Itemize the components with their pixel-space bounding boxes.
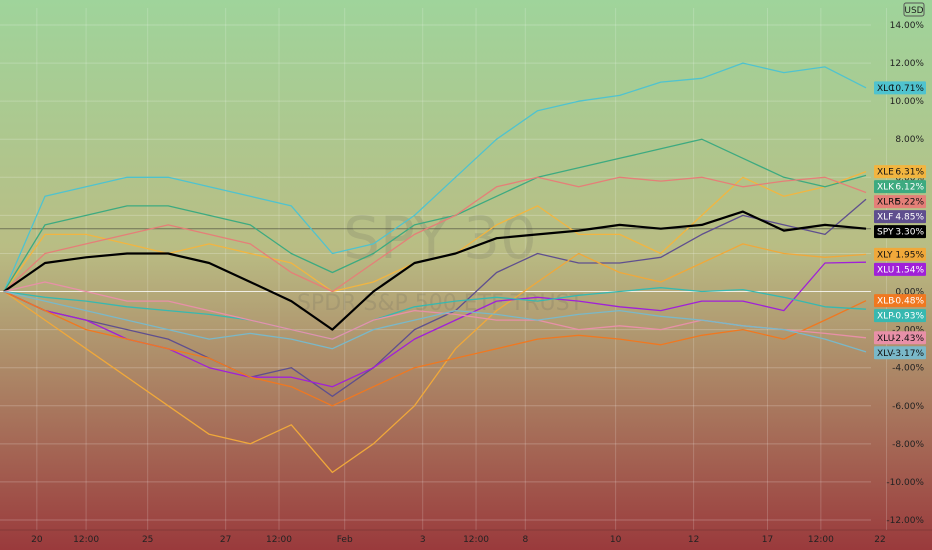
- series-tag-xlk-2[interactable]: XLK 6.12%: [874, 180, 926, 194]
- series-tag-value: 1.54%: [895, 265, 924, 275]
- series-tag-value: 3.30%: [895, 228, 924, 238]
- x-tick-label: 3: [420, 535, 426, 545]
- series-line-xlf-4: [3, 198, 867, 397]
- series-tag-xlf-4[interactable]: XLF 4.85%: [874, 210, 926, 224]
- y-tick-label: -6.00%: [892, 402, 924, 412]
- x-axis[interactable]: 20 12:00 25 27 12:00 Feb 3 12:00 8 10 12 17 12:00 22: [31, 535, 886, 545]
- y-tick-label: 12.00%: [890, 59, 925, 69]
- series-tag-background: [874, 247, 926, 261]
- series-tag-spy-5[interactable]: SPY 3.30%: [874, 225, 926, 239]
- series-tag-value: -0.48%: [892, 297, 924, 307]
- y-tick-label: -4.00%: [892, 364, 924, 374]
- series-tag-background: [874, 195, 926, 209]
- series-tag-background: [874, 210, 926, 224]
- y-tick-label: 14.00%: [890, 21, 925, 31]
- series-tag-value: 4.85%: [895, 213, 924, 223]
- series-tag-value: 6.31%: [895, 168, 924, 178]
- x-tick-label: 20: [31, 535, 43, 545]
- x-tick-label: 12: [688, 535, 699, 545]
- y-tick-label: -8.00%: [892, 440, 924, 450]
- series-line-spy-5: [3, 210, 867, 331]
- series-tag-value: 1.95%: [895, 250, 924, 260]
- series-tag-value: -2.43%: [892, 334, 924, 344]
- series-tag-background: [874, 81, 926, 95]
- x-tick-label: 10: [610, 535, 622, 545]
- series-tag-background: [874, 309, 926, 323]
- x-tick-label: 8: [522, 535, 528, 545]
- x-tick-label: 22: [874, 535, 885, 545]
- x-tick-label: 12:00: [808, 535, 834, 545]
- series-line-xlv-11: [3, 290, 867, 353]
- y-tick-label: -2.00%: [892, 326, 924, 336]
- series-tag-name: XLV: [877, 349, 894, 359]
- series-line-xlre-3: [3, 176, 867, 293]
- x-tick-label: 12:00: [463, 535, 489, 545]
- x-tick-label: 12:00: [266, 535, 292, 545]
- series-tag-name: XLP: [877, 312, 894, 322]
- series-tag-background: [874, 180, 926, 194]
- x-tick-label: 17: [762, 535, 773, 545]
- series-tag-name: SPY: [877, 228, 894, 238]
- series-lines: [3, 62, 867, 474]
- series-tag-background: [874, 346, 926, 360]
- series-tag-background: [874, 294, 926, 308]
- series-tag-name: XLE: [877, 168, 894, 178]
- series-line-xlc-0: [3, 62, 867, 292]
- series-tag-value: 5.22%: [895, 198, 924, 208]
- series-line-xlb-8: [3, 290, 867, 407]
- y-tick-label: -10.00%: [886, 478, 924, 488]
- series-tag-background: [874, 262, 926, 276]
- grid: [0, 8, 888, 530]
- series-tag-value: 6.12%: [895, 183, 924, 193]
- y-tick-label: 6.00%: [895, 173, 924, 183]
- x-tick-label: 12:00: [73, 535, 99, 545]
- series-tag-value: -0.93%: [892, 312, 924, 322]
- series-tag-name: XLF: [877, 213, 893, 223]
- series-tag-xly-6[interactable]: XLY 1.95%: [874, 247, 926, 261]
- series-tag-name: XLK: [877, 183, 895, 193]
- currency-box[interactable]: USD: [903, 2, 925, 17]
- series-tag-name: XLU: [877, 334, 894, 344]
- series-tag-name: XLU: [877, 265, 894, 275]
- series-tag-xlb-8[interactable]: XLB-0.48%: [874, 294, 926, 308]
- x-tick-label: Feb: [337, 535, 353, 545]
- series-line-xlk-2: [3, 138, 867, 292]
- y-tick-label: 8.00%: [895, 135, 924, 145]
- y-tick-label: -12.00%: [886, 516, 924, 526]
- series-tag-xlv-11[interactable]: XLV-3.17%: [874, 346, 926, 360]
- series-tag-value: 10.71%: [890, 84, 925, 94]
- series-tag-xle-1[interactable]: XLE 6.31%: [874, 165, 926, 179]
- x-tick-label: 25: [142, 535, 153, 545]
- currency-label: USD: [904, 6, 923, 16]
- series-tag-name: XLY: [877, 250, 893, 260]
- series-tag-background: [874, 165, 926, 179]
- series-tag-name: XLB: [877, 297, 894, 307]
- series-tag-xlp-9[interactable]: XLP-0.93%: [874, 309, 926, 323]
- series-line-xly-6: [3, 243, 867, 474]
- series-tag-name: XLRE: [877, 198, 900, 208]
- y-tick-label: 0.00%: [895, 288, 924, 298]
- y-tick-label: 10.00%: [890, 97, 925, 107]
- series-tag-xlu-10[interactable]: XLU-2.43%: [874, 331, 926, 345]
- series-line-xlp-9: [3, 287, 867, 340]
- series-tag-name: XLC: [877, 84, 894, 94]
- series-tag-xlu-7[interactable]: XLU 1.54%: [874, 262, 926, 276]
- series-tag-value: -3.17%: [892, 349, 924, 359]
- x-tick-label: 27: [220, 535, 231, 545]
- series-tag-background: [874, 225, 926, 239]
- series-tag-background: [874, 331, 926, 345]
- y-axis: 14.00%12.00%10.00%8.00%6.00%4.00%2.00%0.…: [886, 21, 924, 526]
